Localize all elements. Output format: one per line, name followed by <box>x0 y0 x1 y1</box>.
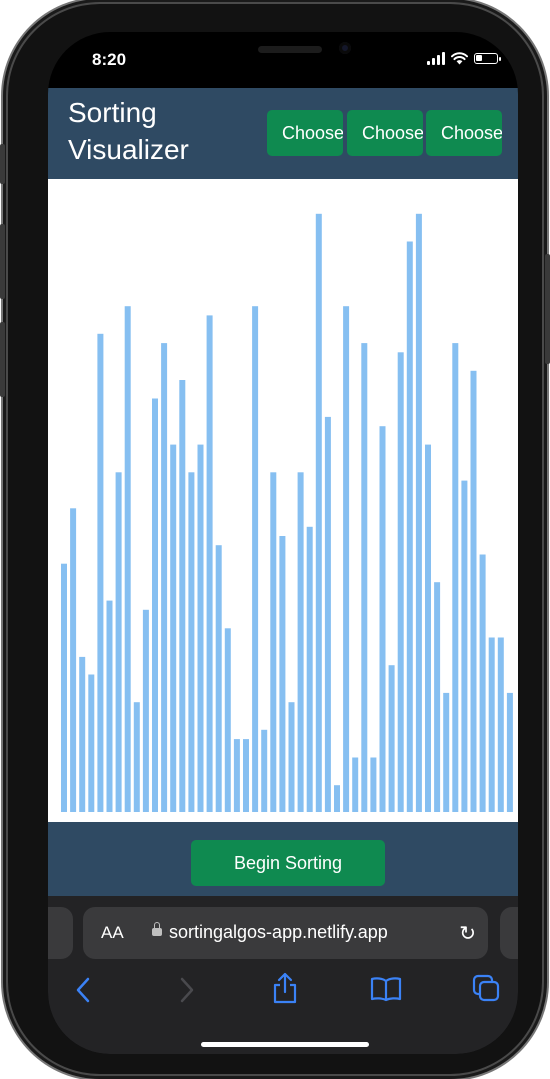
volume-up-button <box>0 224 5 299</box>
bar-17 <box>216 545 222 812</box>
phone-screen: 8:20 Sorting Visualizer Choose Choose <box>48 32 518 1054</box>
bar-32 <box>352 758 358 813</box>
bar-7 <box>125 306 131 812</box>
app-title-line2: Visualizer <box>68 131 228 168</box>
bar-14 <box>188 472 194 812</box>
bar-48 <box>498 638 504 813</box>
silent-switch <box>0 144 5 184</box>
back-icon[interactable] <box>74 976 92 1004</box>
bar-47 <box>489 638 495 813</box>
bar-3 <box>88 675 94 813</box>
app-header: Sorting Visualizer Choose Choose Choose <box>48 88 518 179</box>
choose-button-2[interactable]: Choose <box>347 110 423 156</box>
status-time: 8:20 <box>92 50 126 70</box>
bar-11 <box>161 343 167 812</box>
share-icon[interactable] <box>272 972 298 1004</box>
app-title: Sorting Visualizer <box>68 94 228 168</box>
phone-frame: 8:20 Sorting Visualizer Choose Choose <box>8 4 542 1074</box>
next-tab-peek[interactable] <box>500 907 518 959</box>
power-button <box>545 254 550 364</box>
bar-10 <box>152 399 158 813</box>
bar-24 <box>279 536 285 812</box>
browser-toolbar: AA sortingalgos-app.netlify.app ↻ <box>48 896 518 1054</box>
bar-37 <box>398 352 404 812</box>
bar-19 <box>234 739 240 812</box>
bar-42 <box>443 693 449 812</box>
bar-chart-area <box>48 179 518 822</box>
bar-0 <box>61 564 67 812</box>
status-icons <box>427 52 498 65</box>
bookmarks-icon[interactable] <box>370 976 402 1002</box>
bar-chart <box>48 179 518 822</box>
forward-icon[interactable] <box>178 976 196 1004</box>
bar-33 <box>361 343 367 812</box>
bar-45 <box>471 371 477 812</box>
bar-22 <box>261 730 267 812</box>
front-camera <box>339 42 351 54</box>
bar-2 <box>79 657 85 812</box>
bar-21 <box>252 306 258 812</box>
bar-25 <box>289 702 295 812</box>
bar-38 <box>407 242 413 813</box>
bar-15 <box>198 445 204 812</box>
bar-20 <box>243 739 249 812</box>
bar-36 <box>389 665 395 812</box>
home-indicator <box>201 1042 369 1047</box>
choose-button-1[interactable]: Choose <box>267 110 343 156</box>
bar-16 <box>207 315 213 812</box>
bottom-bar: Begin Sorting <box>48 822 518 896</box>
lock-icon <box>152 928 162 936</box>
bar-26 <box>298 472 304 812</box>
app-title-line1: Sorting <box>68 94 228 131</box>
bar-39 <box>416 214 422 812</box>
bar-1 <box>70 508 76 812</box>
address-bar[interactable]: AA sortingalgos-app.netlify.app ↻ <box>83 907 488 959</box>
bar-35 <box>380 426 386 812</box>
bar-34 <box>370 758 376 813</box>
bar-4 <box>97 334 103 812</box>
bar-13 <box>179 380 185 812</box>
bar-18 <box>225 628 231 812</box>
tabs-icon[interactable] <box>472 974 502 1004</box>
url-text: sortingalgos-app.netlify.app <box>169 922 388 943</box>
bar-6 <box>116 472 122 812</box>
bar-12 <box>170 445 176 812</box>
bar-31 <box>343 306 349 812</box>
bar-5 <box>107 601 113 812</box>
bar-43 <box>452 343 458 812</box>
battery-icon <box>474 53 498 64</box>
choose-button-3[interactable]: Choose <box>426 110 502 156</box>
bar-27 <box>307 527 313 812</box>
bar-40 <box>425 445 431 812</box>
aa-label: AA <box>101 923 124 942</box>
bar-30 <box>334 785 340 812</box>
signal-icon <box>427 52 445 65</box>
bar-29 <box>325 417 331 812</box>
reader-aa-button[interactable]: AA <box>101 923 124 943</box>
wifi-icon <box>451 52 468 65</box>
bar-41 <box>434 582 440 812</box>
bar-44 <box>461 481 467 812</box>
speaker-grille <box>258 46 322 53</box>
bar-8 <box>134 702 140 812</box>
reload-icon[interactable]: ↻ <box>459 921 476 946</box>
notch <box>233 32 393 68</box>
bar-46 <box>480 555 486 813</box>
browser-nav-row <box>48 968 518 1018</box>
bar-9 <box>143 610 149 812</box>
bar-28 <box>316 214 322 812</box>
previous-tab-peek[interactable] <box>48 907 73 959</box>
bar-23 <box>270 472 276 812</box>
bar-49 <box>507 693 513 812</box>
volume-down-button <box>0 322 5 397</box>
begin-sorting-button[interactable]: Begin Sorting <box>191 840 385 886</box>
